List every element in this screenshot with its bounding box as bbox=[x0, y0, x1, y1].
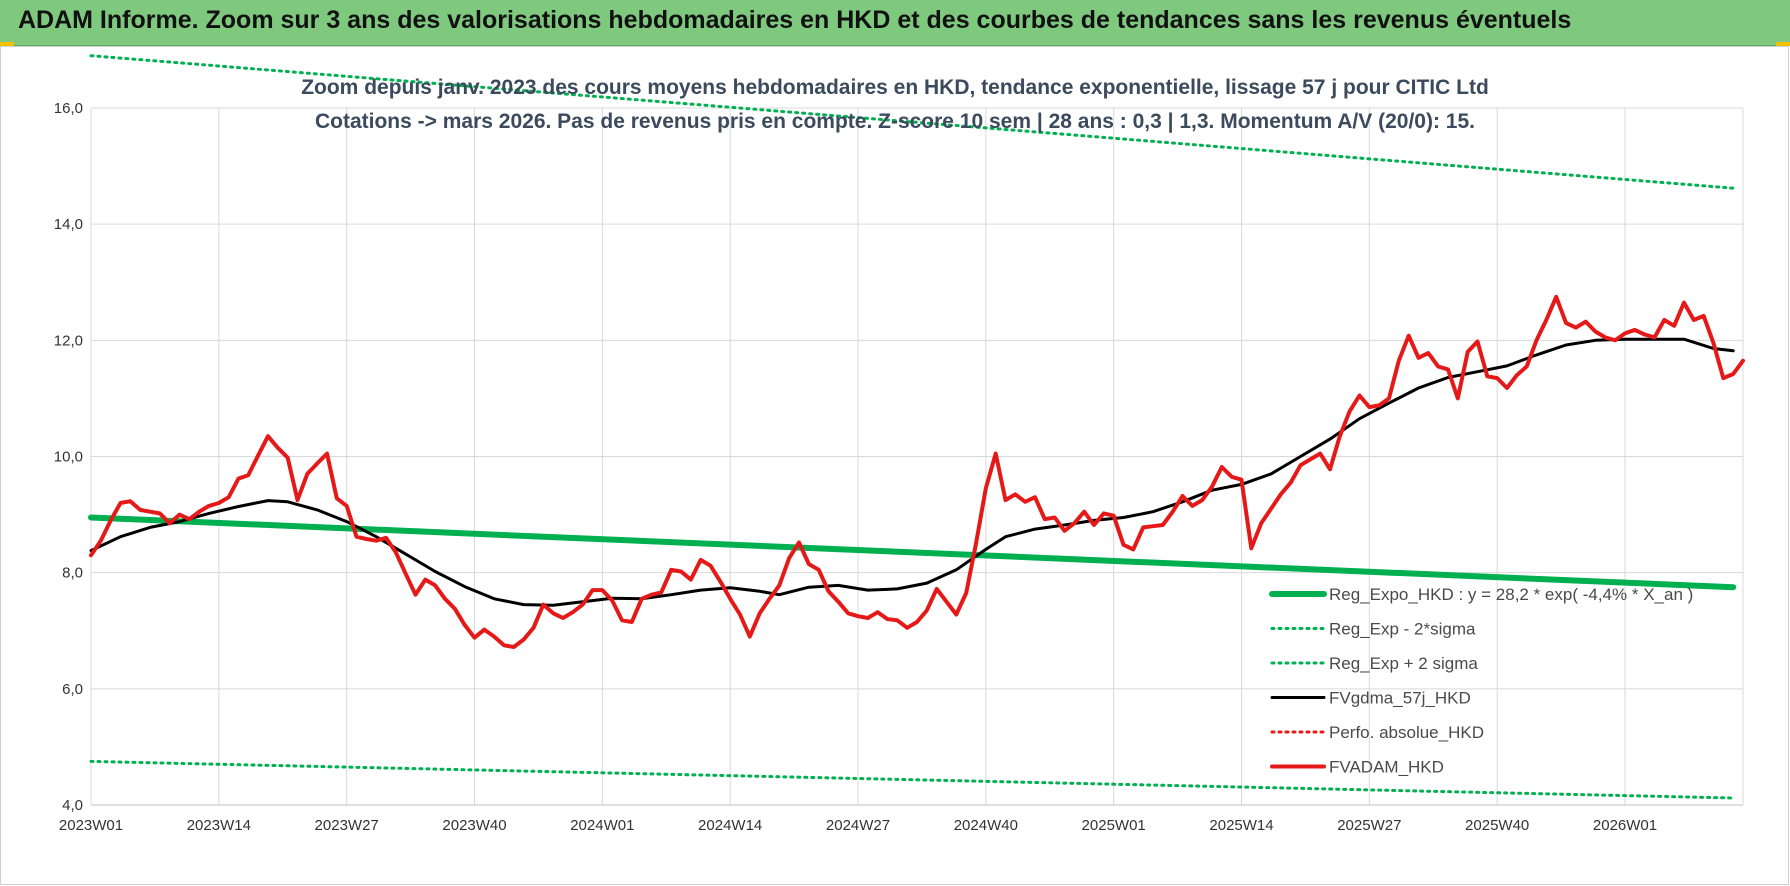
x-tick-label: 2023W01 bbox=[59, 817, 123, 834]
x-tick-label: 2024W01 bbox=[570, 817, 634, 834]
legend-label: Reg_Exp - 2*sigma bbox=[1329, 620, 1476, 639]
chart-series bbox=[88, 54, 1745, 800]
legend-label: FVgdma_57j_HKD bbox=[1329, 689, 1471, 708]
legend-label: Reg_Expo_HKD : y = 28,2 * exp( -4,4% * X… bbox=[1329, 585, 1693, 604]
chart-frame bbox=[0, 46, 1789, 885]
chart-title: Zoom depuis janv. 2023 des cours moyens … bbox=[301, 76, 1489, 99]
x-tick-label: 2024W27 bbox=[826, 817, 890, 834]
x-tick-label: 2024W14 bbox=[698, 817, 762, 834]
series-line-fvadam-hkd bbox=[89, 294, 1745, 649]
report-banner: ADAM Informe. Zoom sur 3 ans des valoris… bbox=[0, 0, 1790, 46]
y-tick-label: 12,0 bbox=[54, 332, 83, 349]
y-tick-label: 16,0 bbox=[54, 100, 83, 117]
report-title: ADAM Informe. Zoom sur 3 ans des valoris… bbox=[18, 6, 1572, 34]
x-tick-label: 2025W01 bbox=[1082, 817, 1146, 834]
series-line-fvgdma-57j-hkd bbox=[89, 337, 1735, 607]
x-tick-label: 2025W14 bbox=[1209, 817, 1273, 834]
chart-subtitle: Cotations -> mars 2026. Pas de revenus p… bbox=[315, 110, 1475, 133]
y-tick-label: 8,0 bbox=[62, 565, 83, 582]
legend-label: FVADAM_HKD bbox=[1329, 758, 1444, 777]
y-tick-label: 14,0 bbox=[54, 216, 83, 233]
x-tick-label: 2024W40 bbox=[954, 817, 1018, 834]
y-tick-label: 6,0 bbox=[62, 681, 83, 698]
y-tick-label: 10,0 bbox=[54, 449, 83, 466]
x-tick-label: 2023W40 bbox=[442, 817, 506, 834]
x-tick-label: 2025W40 bbox=[1465, 817, 1529, 834]
series-line-reg-exp-2-sigma bbox=[89, 759, 1735, 800]
legend-label: Perfo. absolue_HKD bbox=[1329, 723, 1484, 742]
chart-axes: 4,0 6,0 8,0 10,0 12,0 14,0 16,0 2023W01 2023W14 2… bbox=[54, 100, 1743, 834]
series-line-reg-expo-hkd-y-28-2-exp-4-4-x-an bbox=[88, 514, 1737, 591]
corner-accent-left bbox=[0, 42, 14, 46]
corner-accent-right bbox=[1776, 42, 1790, 46]
chart-grid bbox=[90, 107, 1744, 806]
x-tick-label: 2026W01 bbox=[1593, 817, 1657, 834]
series-line-reg-exp-2-sigma bbox=[89, 54, 1735, 190]
legend-label: Reg_Exp + 2 sigma bbox=[1329, 654, 1478, 673]
chart-legend: Reg_Expo_HKD : y = 28,2 * exp( -4,4% * X… bbox=[1269, 585, 1693, 777]
x-tick-label: 2023W14 bbox=[187, 817, 251, 834]
x-tick-label: 2023W27 bbox=[315, 817, 379, 834]
y-tick-label: 4,0 bbox=[62, 797, 83, 814]
x-tick-label: 2025W27 bbox=[1337, 817, 1401, 834]
